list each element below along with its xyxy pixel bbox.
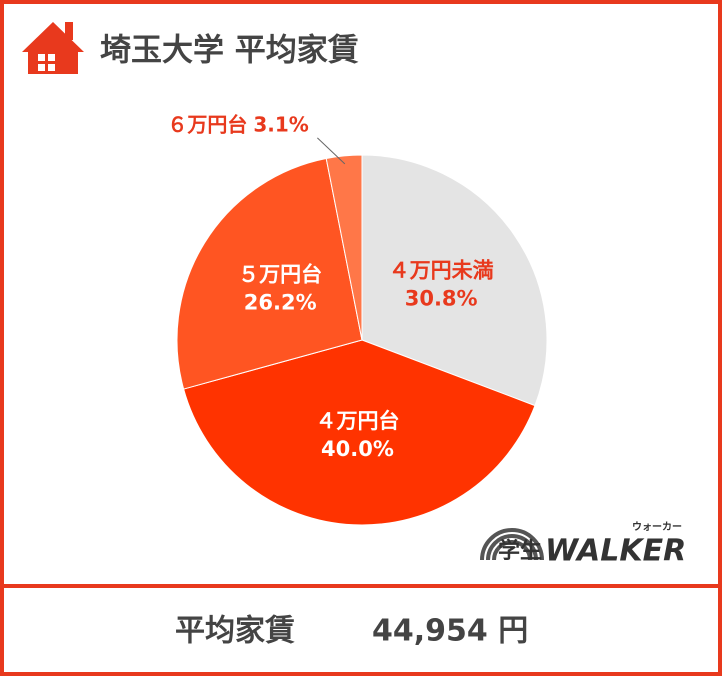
value-label: 40.0%: [321, 437, 394, 461]
leader-line: [317, 137, 346, 165]
logo: 学生 WALKER ウォーカー: [480, 521, 686, 569]
house-icon: [22, 22, 84, 74]
chart-title: 埼玉大学 平均家賃: [100, 33, 359, 69]
pie-slice: [183, 339, 536, 526]
slice-label: ６万円台: [167, 112, 247, 136]
pie-slice: [325, 154, 363, 341]
pie-slice: [176, 157, 363, 390]
slice-label: ５万円台: [238, 262, 322, 286]
value-label: 26.2%: [244, 290, 317, 314]
footer-value: 44,954 円: [372, 614, 528, 649]
slice-label: ４万円未満: [389, 258, 494, 282]
logo-brand: WALKER: [545, 534, 686, 569]
value-label: 3.1%: [253, 112, 308, 136]
logo-main: 学生: [498, 538, 542, 564]
slice-label: ４万円台: [315, 409, 399, 433]
pie-slice: [361, 154, 548, 407]
value-label: 30.8%: [405, 286, 478, 310]
logo-ruby: ウォーカー: [632, 521, 682, 533]
footer-label: 平均家賃: [175, 614, 295, 649]
